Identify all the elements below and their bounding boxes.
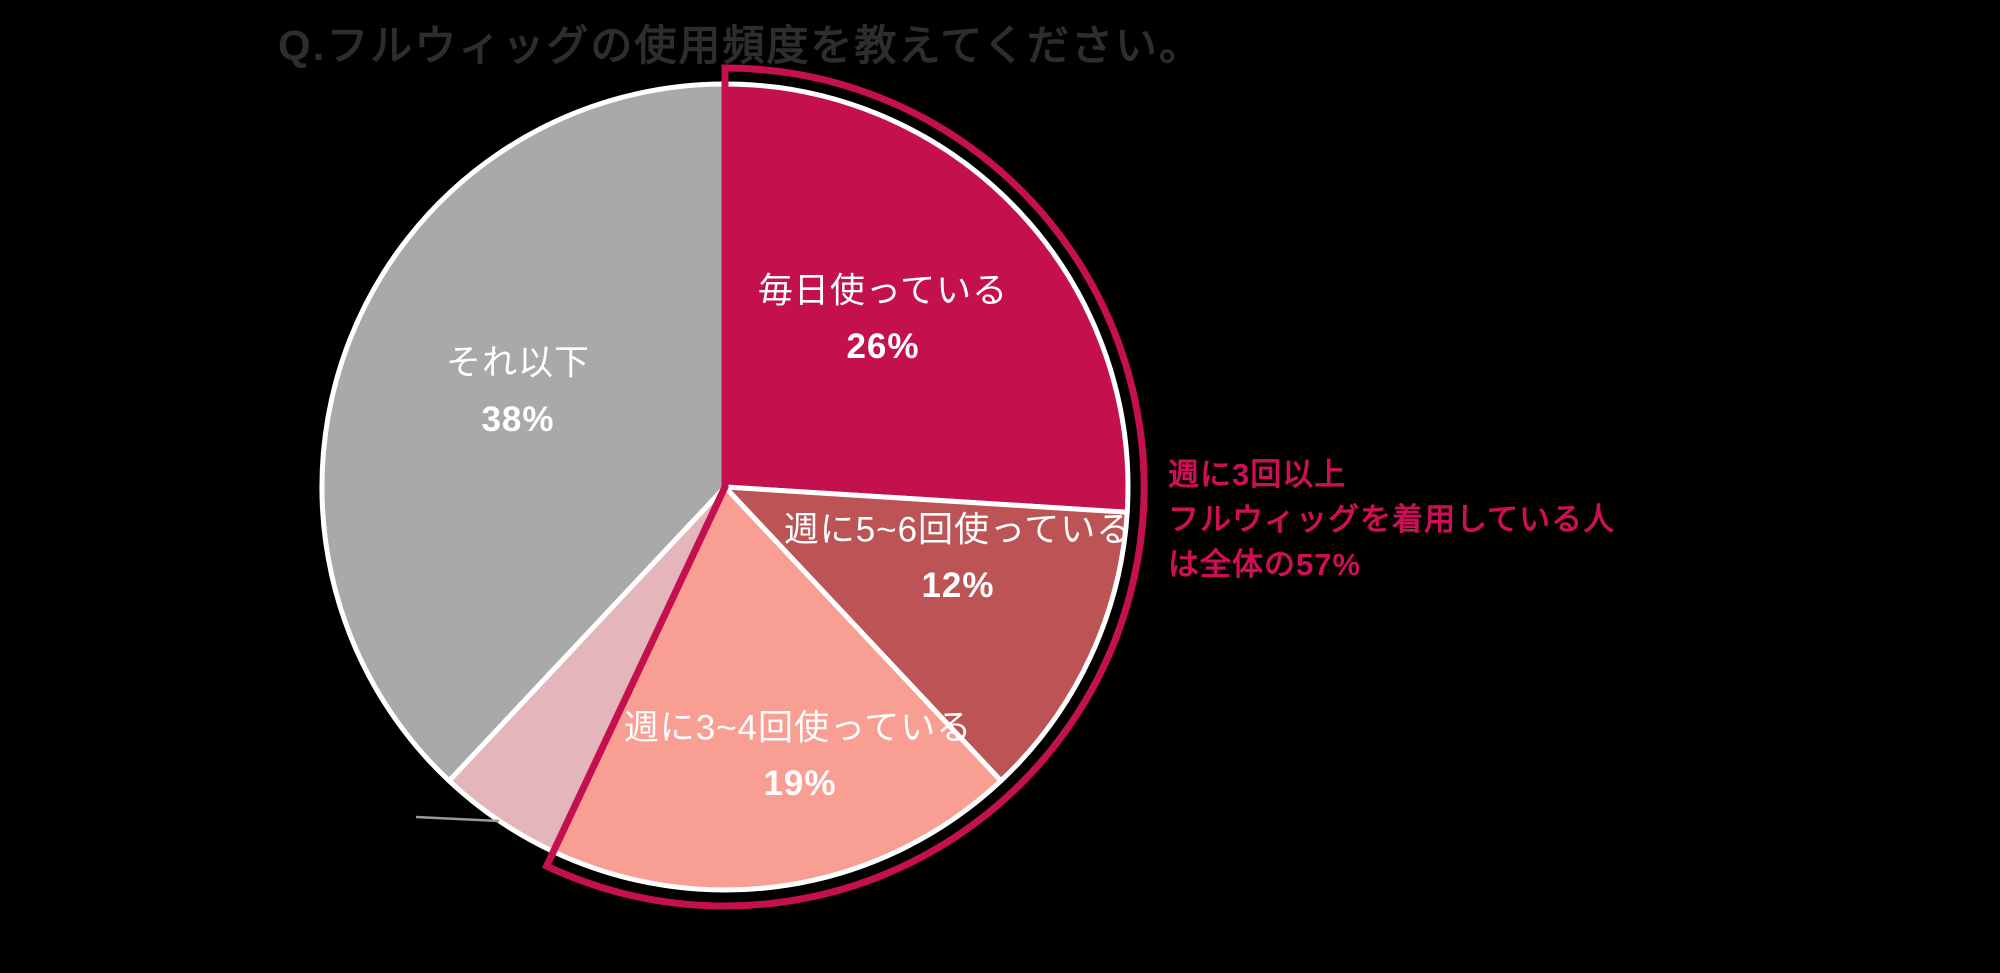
slice-label-less-than-that: それ以下 <box>445 343 591 383</box>
pie-slice-0 <box>722 81 1131 515</box>
pie-slice-4 <box>319 81 728 784</box>
slice-label-5-6-times: 週に5~6回使っている <box>783 510 1133 550</box>
highlight-outline <box>541 64 1148 910</box>
slice-percent-5-6-times: 12% <box>921 566 995 605</box>
annotation-line-1: 週に3回以上 <box>1168 457 1347 492</box>
chart-title: Q.フルウィッグの使用頻度を教えてください。 <box>278 22 1203 69</box>
slice-percent-daily: 26% <box>846 327 920 366</box>
pie-slice-1 <box>722 484 1130 784</box>
highlight-annotation: 週に3回以上 フルウィッグを着用している人 は全体の57% <box>1168 452 1615 587</box>
slice-label-daily: 毎日使っている <box>757 271 1009 311</box>
leader-line-small-slice <box>415 815 500 823</box>
annotation-line-2: フルウィッグを着用している人 <box>1168 502 1616 537</box>
slice-percent-less-than-that: 38% <box>481 400 555 439</box>
pie-slice-2 <box>550 484 1004 893</box>
annotation-line-3: は全体の57% <box>1168 547 1362 582</box>
slice-label-3-4-times: 週に3~4回使っている <box>623 708 973 748</box>
slice-percent-3-4-times: 19% <box>763 764 837 803</box>
